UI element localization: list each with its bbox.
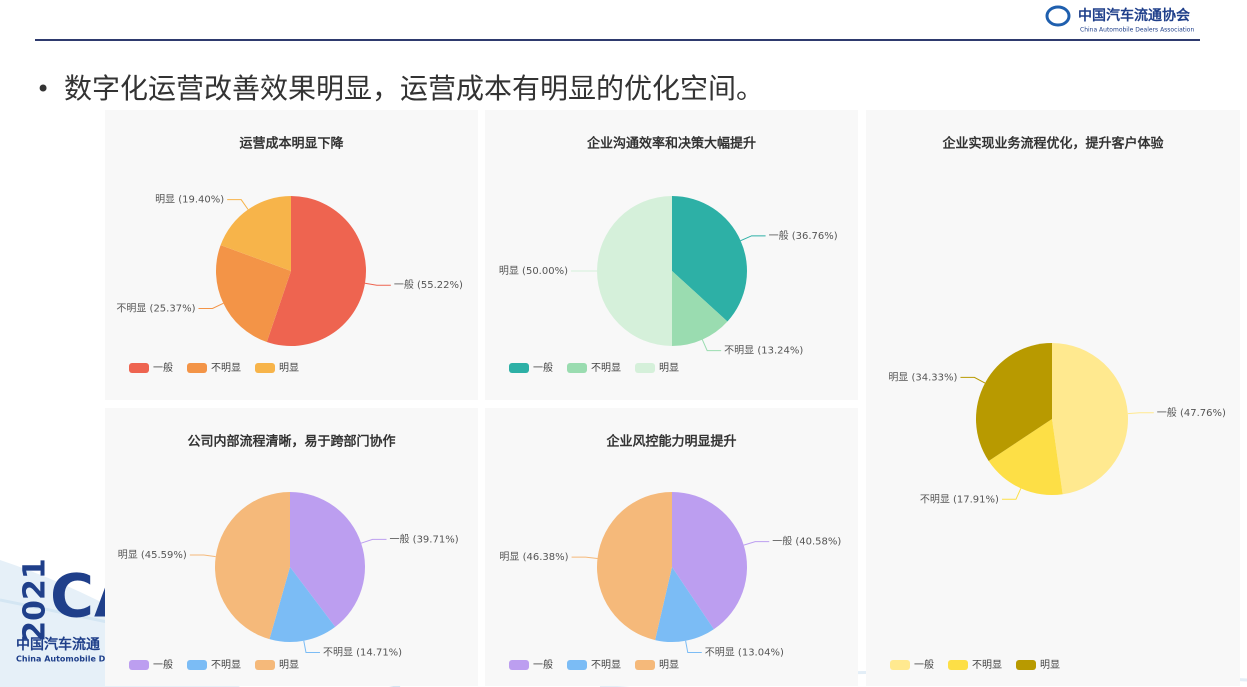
legend-swatch — [948, 660, 968, 670]
legend-swatch — [187, 363, 207, 373]
pie-slice — [215, 245, 291, 342]
legend-label: 不明显 — [591, 659, 621, 671]
leader-line — [960, 376, 986, 384]
leader-line — [303, 640, 320, 654]
org-name: 中国汽车流通协会 — [1078, 7, 1191, 24]
leader-line — [189, 554, 216, 558]
legend-label: 不明显 — [211, 362, 241, 374]
logo-icon — [1045, 5, 1071, 27]
chart-title: 企业风控能力明显提升 — [605, 434, 736, 450]
pie-slice — [1052, 343, 1128, 495]
data-label: 明显 (46.38%) — [499, 551, 568, 563]
legend-label: 不明显 — [972, 659, 1002, 671]
legend-swatch — [129, 363, 149, 373]
pie-slice — [266, 196, 366, 346]
data-label: 一般 (40.58%) — [772, 535, 841, 548]
data-label: 不明显 (14.71%) — [323, 647, 402, 659]
pie-slice — [220, 196, 291, 271]
leader-line — [685, 640, 702, 654]
legend-swatch — [890, 660, 910, 670]
data-label: 明显 (45.59%) — [118, 549, 187, 561]
pie-slice — [269, 567, 336, 642]
chart-title: 企业沟通效率和决策大幅提升 — [586, 136, 756, 152]
leader-line — [364, 282, 391, 286]
legend-label: 一般 — [914, 658, 934, 671]
legend-label: 一般 — [153, 361, 173, 374]
logo-name: 中国汽车流通 — [16, 636, 100, 653]
data-label: 明显 (19.40%) — [155, 194, 224, 206]
legend-swatch — [187, 660, 207, 670]
legend-label: 明显 — [1040, 659, 1060, 671]
data-label: 一般 (36.76%) — [769, 229, 838, 242]
legend-swatch — [255, 660, 275, 670]
data-label: 不明显 (13.24%) — [724, 345, 803, 357]
chart-title: 公司内部流程清晰，易于跨部门协作 — [187, 434, 395, 450]
logo-year: 2021 — [18, 558, 53, 642]
pie-slice — [597, 196, 672, 346]
data-label: 一般 (47.76%) — [1157, 406, 1226, 419]
legend-label: 明显 — [659, 362, 679, 374]
chart-title: 运营成本明显下降 — [239, 136, 344, 152]
pie-slice — [672, 196, 747, 322]
bullet: • — [36, 75, 50, 103]
data-label: 明显 (34.33%) — [888, 371, 957, 383]
legend-label: 不明显 — [211, 659, 241, 671]
leader-line — [227, 199, 249, 210]
leader-line — [701, 339, 722, 352]
legend-swatch — [255, 363, 275, 373]
legend-label: 一般 — [153, 658, 173, 671]
pie-slice — [215, 492, 290, 640]
org-name-en: China Automobile Dealers Association — [1080, 27, 1194, 34]
legend-swatch — [1016, 660, 1036, 670]
legend-swatch — [509, 660, 529, 670]
legend-label: 明显 — [279, 659, 299, 671]
pie-slice — [976, 343, 1052, 462]
data-label: 一般 (39.71%) — [389, 532, 458, 545]
data-label: 不明显 (13.04%) — [705, 647, 784, 659]
legend-label: 明显 — [279, 362, 299, 374]
pie-slice — [672, 271, 728, 346]
data-label: 一般 (55.22%) — [394, 278, 463, 291]
legend-swatch — [129, 660, 149, 670]
legend-swatch — [635, 660, 655, 670]
legend-label: 一般 — [533, 361, 553, 374]
pie-slice — [655, 567, 714, 642]
leader-line — [360, 538, 387, 544]
headline: 数字化运营改善效果明显，运营成本有明显的优化空间。 — [64, 72, 764, 105]
pie-slice — [596, 492, 672, 641]
legend-label: 明显 — [659, 659, 679, 671]
data-label: 不明显 (17.91%) — [920, 493, 999, 505]
legend-swatch — [567, 660, 587, 670]
leader-line — [1127, 412, 1154, 415]
data-label: 明显 (50.00%) — [499, 265, 568, 277]
pie-slice — [672, 492, 748, 630]
legend-label: 不明显 — [591, 362, 621, 374]
leader-line — [743, 541, 770, 546]
logo-name-en: China Automobile De — [16, 655, 111, 664]
leader-line — [198, 302, 224, 309]
pie-slice — [290, 492, 365, 627]
pie-slice — [988, 419, 1063, 495]
legend-swatch — [635, 363, 655, 373]
leader-line — [571, 556, 598, 559]
leader-line — [1001, 488, 1022, 500]
leader-line — [740, 235, 766, 242]
chart-title: 企业实现业务流程优化，提升客户体验 — [941, 136, 1164, 152]
data-label: 不明显 (25.37%) — [116, 302, 195, 314]
legend-swatch — [509, 363, 529, 373]
legend-label: 一般 — [533, 658, 553, 671]
legend-swatch — [567, 363, 587, 373]
